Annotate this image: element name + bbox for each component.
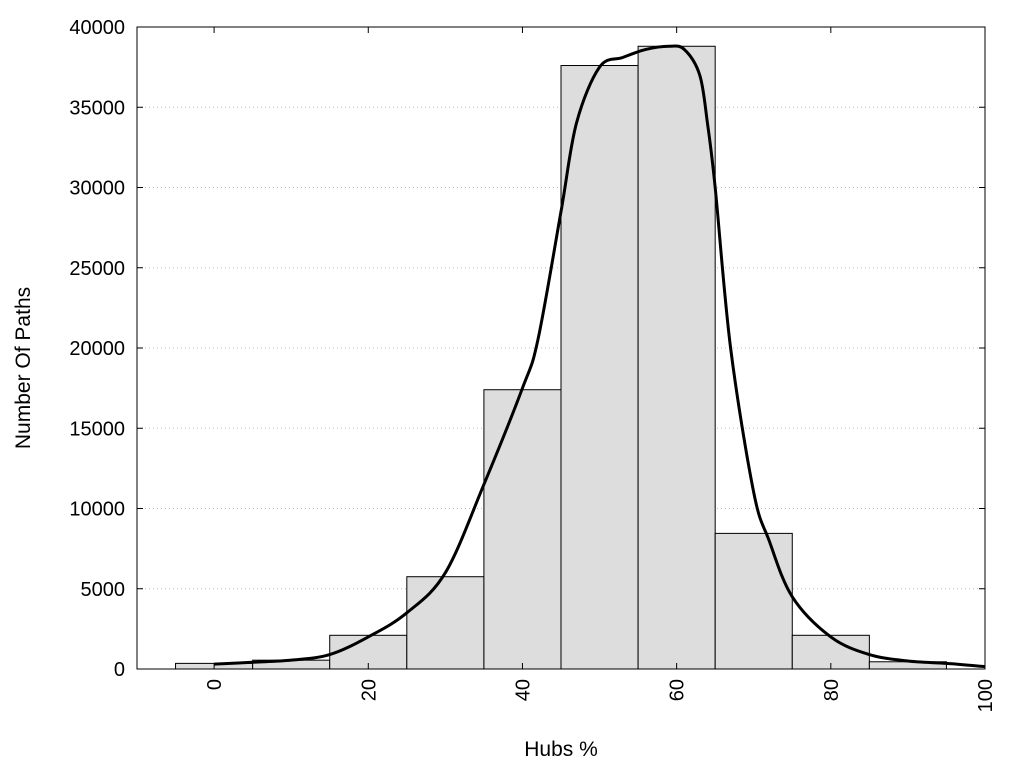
y-tick-label: 40000 [69, 17, 125, 39]
x-tick-label: 100 [975, 679, 997, 712]
x-tick-label: 20 [358, 679, 380, 701]
fit-curve-layer [214, 44, 986, 669]
bars [175, 45, 947, 670]
y-axis-ticks: 0 5000 10000 15000 20000 25000 30000 35000 40000 [69, 17, 985, 681]
histogram-bar [714, 532, 793, 670]
y-tick-label: 15000 [69, 418, 125, 440]
x-axis-title: Hubs % [524, 738, 598, 761]
x-tick-label: 40 [512, 679, 534, 701]
x-tick-label: 60 [667, 679, 689, 701]
y-axis-title: Number Of Paths [12, 287, 35, 449]
histogram-bar [637, 45, 716, 670]
y-tick-label: 20000 [69, 338, 125, 360]
histogram-bar [560, 65, 639, 670]
y-tick-label: 30000 [69, 178, 125, 200]
y-tick-label: 5000 [81, 579, 126, 601]
fit-curve [214, 44, 986, 669]
y-tick-label: 0 [114, 659, 125, 681]
x-tick-label: 0 [204, 679, 226, 690]
histogram-bar [483, 389, 562, 670]
y-tick-label: 25000 [69, 258, 125, 280]
x-tick-label: 80 [821, 679, 843, 701]
histogram-bar [406, 576, 485, 670]
y-tick-label: 10000 [69, 499, 125, 521]
y-tick-label: 35000 [69, 97, 125, 119]
x-axis-ticks: 0 20 40 60 80 100 [204, 27, 997, 712]
